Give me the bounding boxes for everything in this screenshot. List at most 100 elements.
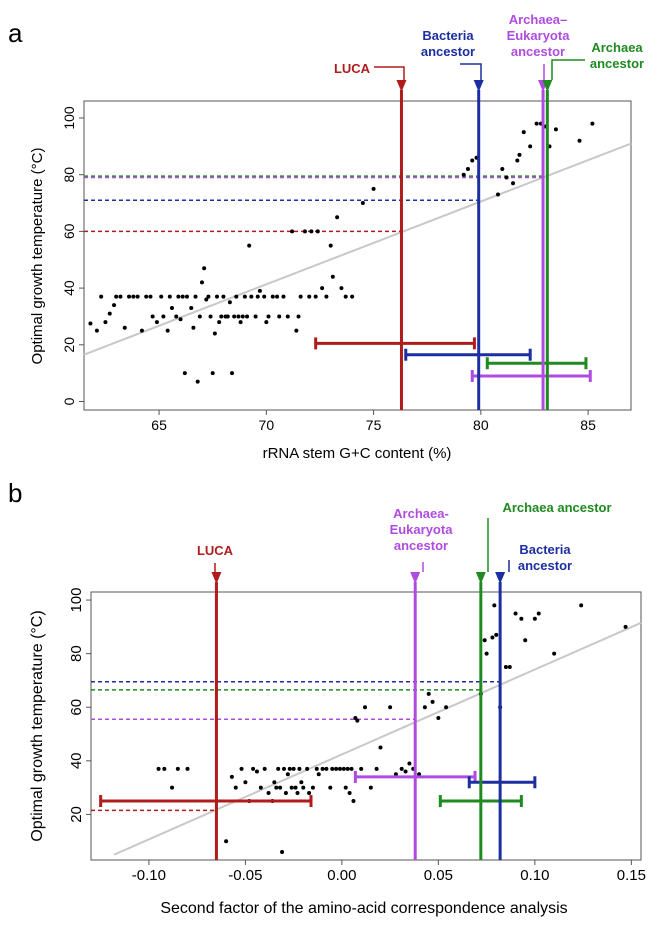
panel-letter-b: b [8, 478, 22, 508]
data-point [227, 300, 232, 305]
y-tick-label: 80 [68, 645, 85, 662]
x-tick-label: 0.00 [327, 867, 356, 884]
data-point [180, 294, 185, 299]
data-point [528, 144, 533, 149]
data-point [315, 229, 320, 234]
leader-luca-a [374, 66, 405, 80]
x-tick-label: 85 [580, 417, 596, 433]
data-point [214, 294, 219, 299]
panel-a: a 65 70 75 80 85 0 20 40 60 80 100 rRNA stem G+C … [8, 12, 644, 462]
y-tick-label: 60 [61, 223, 77, 239]
data-point [281, 766, 286, 771]
ci-bar-b [467, 776, 537, 789]
arrowhead [542, 80, 553, 92]
arrowhead [475, 572, 486, 584]
data-point [148, 294, 153, 299]
data-point [378, 745, 383, 750]
data-point [212, 331, 217, 336]
data-point [507, 665, 512, 670]
arrowhead [410, 572, 421, 584]
data-point [552, 651, 557, 656]
data-point [247, 243, 252, 248]
data-point [294, 328, 299, 333]
data-point [285, 314, 290, 319]
data-point [240, 314, 245, 319]
data-point [191, 325, 196, 330]
data-point [515, 158, 520, 163]
x-axis-label-b: Second factor of the amino-acid correspo… [160, 900, 567, 917]
data-point [139, 328, 144, 333]
data-point [399, 766, 404, 771]
data-point [553, 127, 558, 132]
data-point [343, 785, 348, 790]
data-point [287, 766, 292, 771]
data-point [182, 371, 187, 376]
data-point [264, 320, 269, 325]
data-point [523, 638, 528, 643]
data-point [296, 314, 301, 319]
data-point [161, 314, 166, 319]
data-point [363, 705, 368, 710]
data-point [266, 791, 271, 795]
data-point [482, 638, 487, 643]
data-point [494, 632, 499, 637]
data-point [184, 294, 189, 299]
x-tick-label: 75 [366, 417, 382, 433]
data-point [210, 371, 215, 376]
data-point [407, 761, 412, 766]
y-tick-label: 40 [61, 280, 77, 296]
data-point [230, 371, 235, 376]
data-point [224, 839, 229, 844]
y-tick-label: 20 [68, 806, 85, 823]
data-point [232, 314, 237, 319]
data-point [299, 780, 304, 785]
data-point [347, 791, 352, 795]
data-point [623, 624, 628, 629]
data-point [243, 780, 248, 785]
data-point [360, 201, 365, 206]
data-point [577, 138, 582, 143]
data-point [430, 699, 435, 704]
data-point [388, 705, 393, 710]
y-tick-label: 60 [68, 699, 85, 716]
data-point [234, 294, 239, 299]
data-point [328, 243, 333, 248]
x-tick-label: -0.10 [132, 867, 166, 884]
data-point [309, 229, 314, 234]
data-point [534, 121, 539, 126]
data-point [251, 766, 256, 771]
data-point [262, 294, 267, 299]
panel-letter-a: a [8, 18, 23, 48]
data-point [245, 314, 250, 319]
data-point [461, 172, 466, 177]
data-point [426, 691, 431, 696]
data-point [99, 294, 104, 299]
data-point [343, 294, 348, 299]
data-point [266, 314, 271, 319]
plot-frame-a [83, 100, 632, 411]
ci-bar-a [314, 337, 476, 350]
data-point [127, 294, 132, 299]
data-point [374, 766, 379, 771]
data-point [255, 294, 260, 299]
data-point [221, 294, 226, 299]
data-point [170, 785, 175, 790]
data-point [521, 130, 526, 135]
data-point [532, 616, 537, 621]
y-axis-label-a: Optimal growth temperature (°C) [29, 148, 46, 365]
data-point [159, 294, 164, 299]
data-point [470, 158, 475, 163]
data-point [229, 774, 234, 779]
data-point [118, 294, 123, 299]
data-point [503, 665, 508, 670]
y-tick-label: 20 [61, 337, 77, 353]
data-point [189, 305, 194, 310]
data-point [337, 766, 342, 771]
data-point [517, 152, 522, 157]
data-point [444, 705, 449, 710]
ancestor-vline-a [396, 80, 407, 410]
data-point [492, 603, 497, 608]
data-point [276, 766, 281, 771]
x-tick-label: 0.15 [617, 867, 646, 884]
